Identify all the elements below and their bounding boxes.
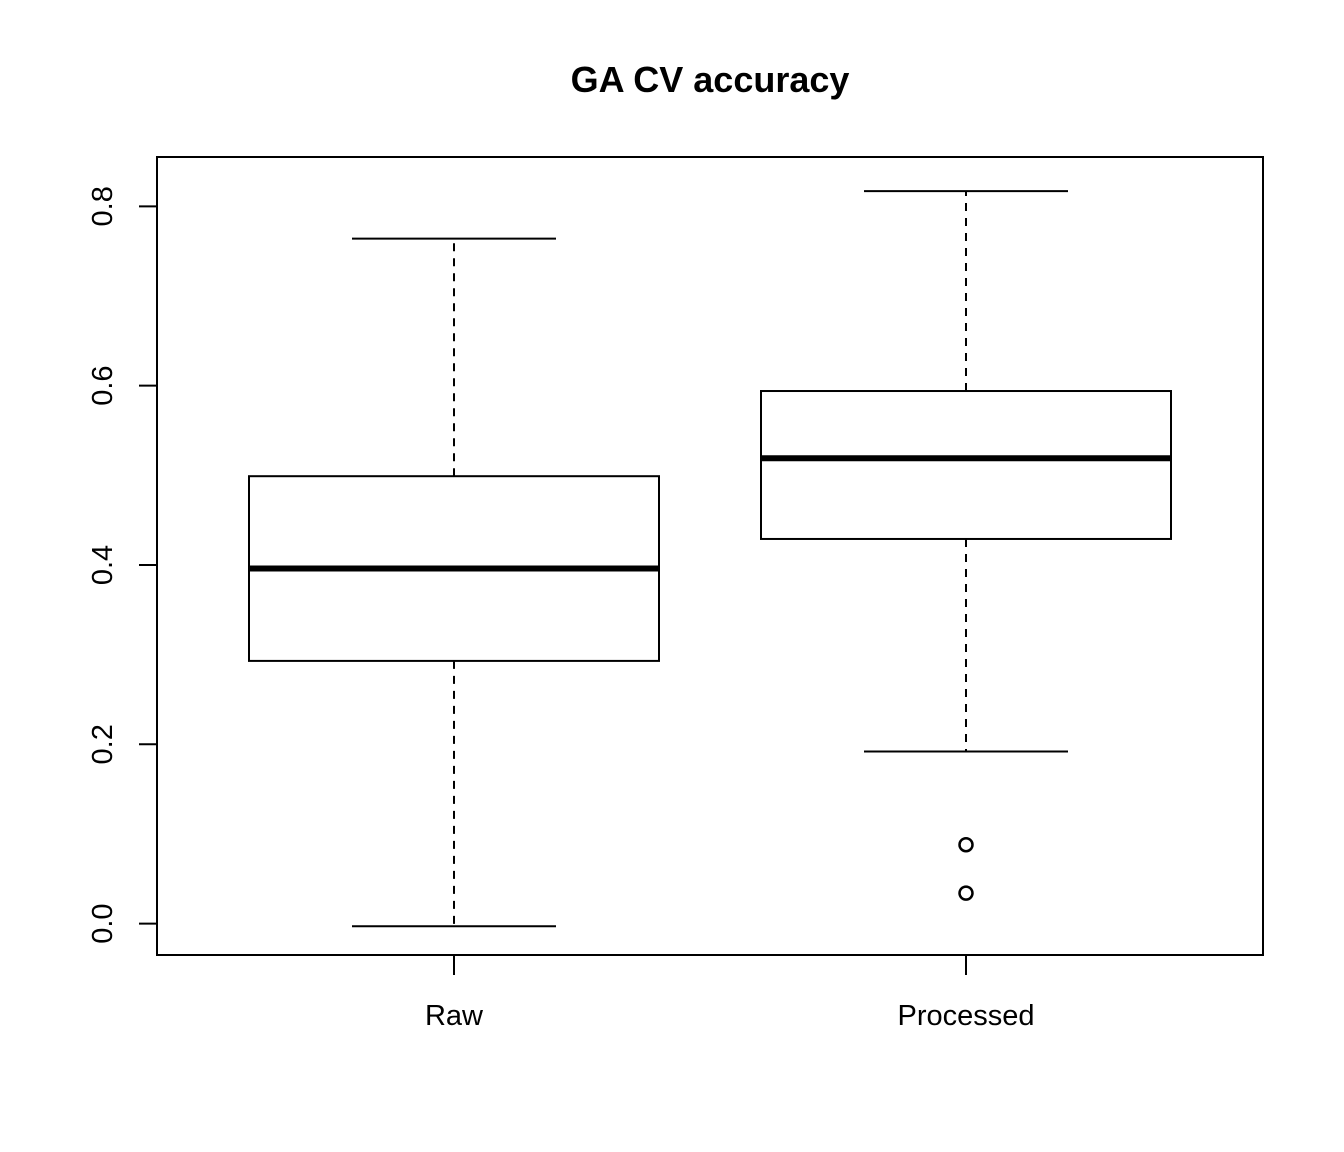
y-tick-label: 0.6 — [87, 365, 119, 405]
y-axis: 0.0 0.2 0.4 0.6 0.8 — [87, 186, 158, 944]
chart-title: GA CV accuracy — [571, 59, 850, 100]
outlier-point — [958, 885, 974, 901]
y-tick-label: 0.2 — [87, 724, 119, 764]
x-axis: Raw Processed — [425, 954, 1035, 1032]
x-tick-label: Raw — [425, 1000, 484, 1032]
x-tick-label: Processed — [897, 1000, 1034, 1032]
outlier-point — [958, 836, 974, 853]
box-raw — [248, 237, 660, 928]
y-tick-label: 0.4 — [87, 545, 119, 585]
box-processed — [760, 190, 1172, 901]
y-tick-label: 0.8 — [87, 186, 119, 226]
box-iqr — [760, 390, 1172, 540]
y-tick-label: 0.0 — [87, 903, 119, 943]
boxes-group — [248, 190, 1172, 928]
